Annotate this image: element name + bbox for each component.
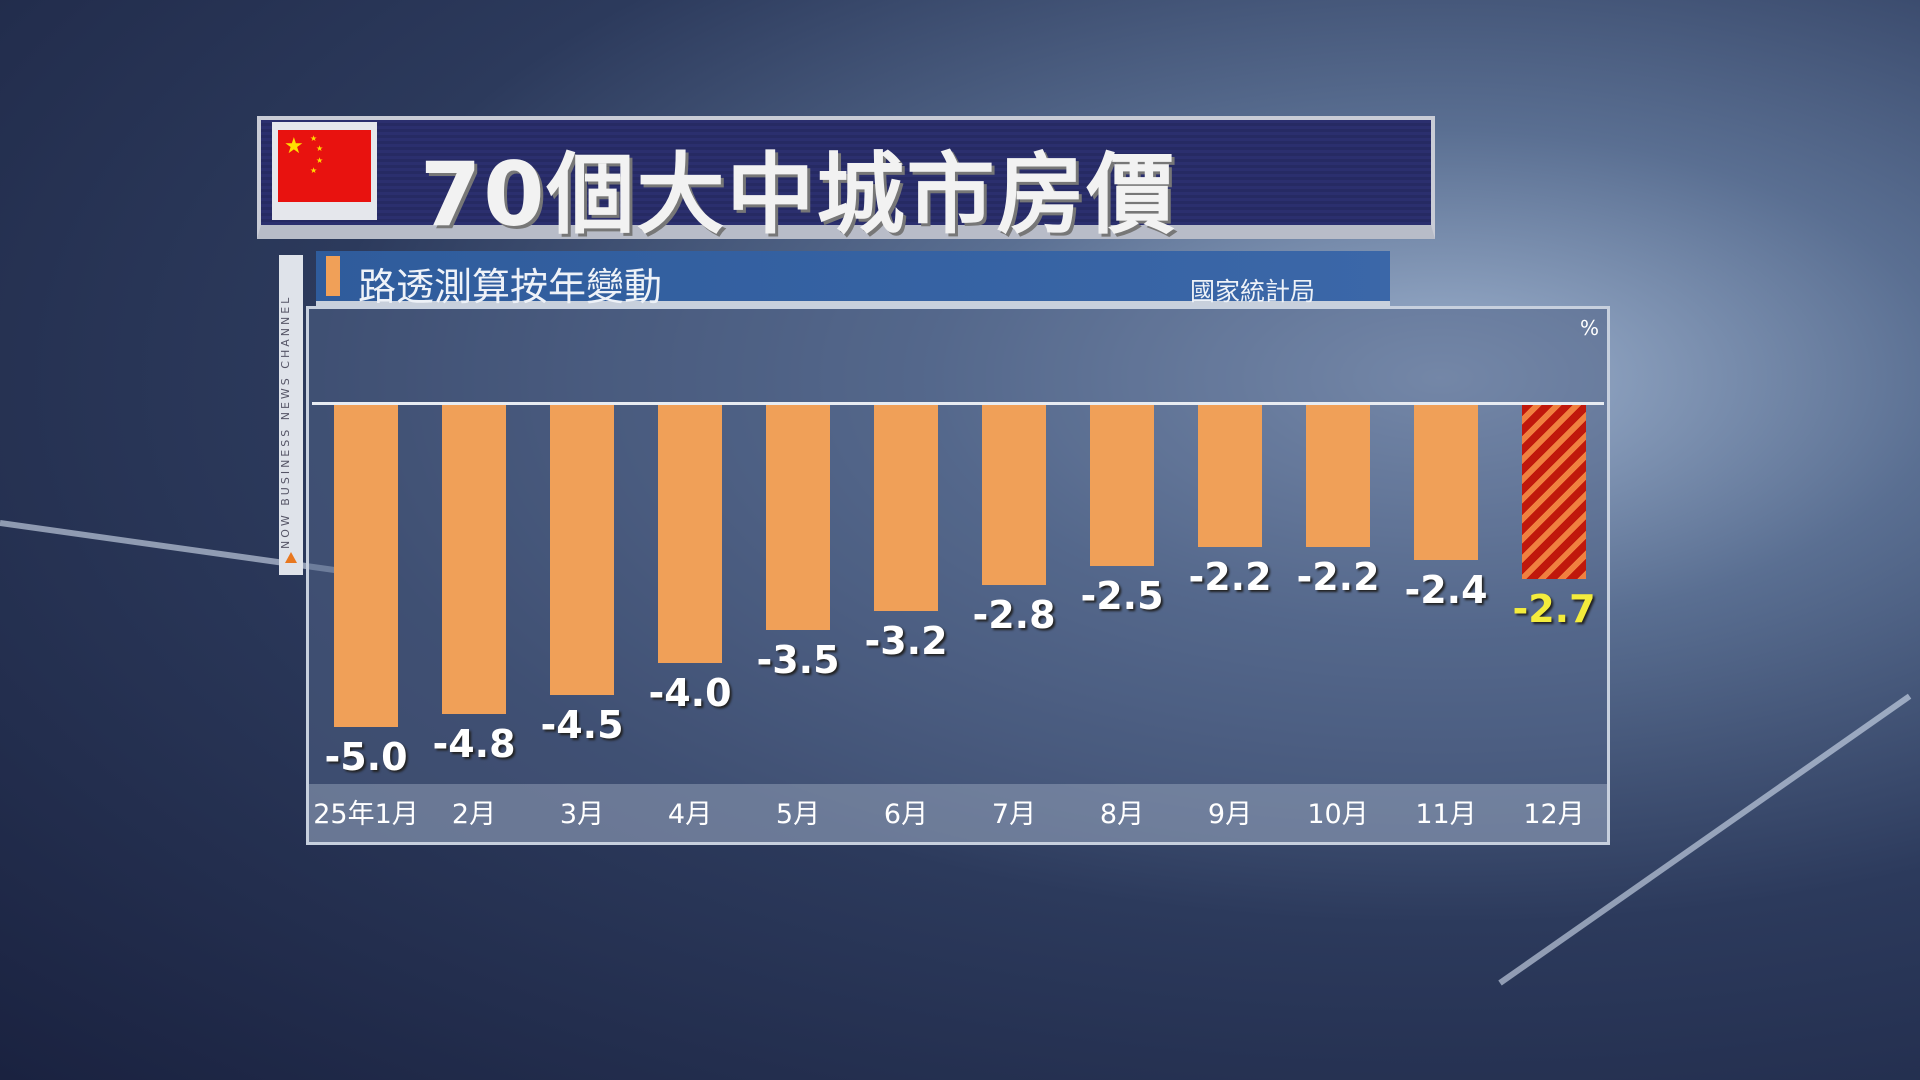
channel-logo-triangle-icon bbox=[285, 552, 297, 563]
value-label: -3.5 bbox=[756, 638, 840, 683]
x-tick-label: 12月 bbox=[1523, 799, 1585, 830]
bar-5 bbox=[874, 405, 938, 612]
bar-7 bbox=[1090, 405, 1154, 566]
x-tick-label: 10月 bbox=[1307, 799, 1369, 830]
channel-label: NOW BUSINESS NEWS CHANNEL bbox=[279, 294, 292, 549]
bar-10 bbox=[1414, 405, 1478, 560]
source-label: 國家統計局 bbox=[1190, 277, 1316, 306]
value-label: -3.2 bbox=[864, 619, 948, 664]
value-label: -5.0 bbox=[324, 735, 408, 779]
x-tick-label: 7月 bbox=[991, 799, 1037, 830]
bar-4 bbox=[766, 405, 830, 631]
value-label: -2.4 bbox=[1404, 567, 1488, 612]
bar-1 bbox=[442, 405, 506, 715]
bar-3 bbox=[658, 405, 722, 663]
bar-0 bbox=[334, 405, 398, 727]
value-label: -4.0 bbox=[648, 670, 732, 715]
x-tick-label: 4月 bbox=[667, 799, 713, 830]
bar-6 bbox=[982, 405, 1046, 586]
subtitle-banner bbox=[316, 251, 1390, 306]
chart-subtitle: 路透測算按年變動 bbox=[358, 265, 663, 309]
x-axis-strip bbox=[309, 784, 1607, 842]
bar-9 bbox=[1306, 405, 1370, 547]
chart-title: 70個大中城市房價 bbox=[420, 143, 1177, 246]
value-label: -2.5 bbox=[1080, 574, 1164, 618]
x-tick-label: 6月 bbox=[883, 799, 929, 830]
value-label: -4.5 bbox=[540, 702, 624, 747]
y-unit-label: % bbox=[1580, 316, 1600, 340]
x-tick-label: 9月 bbox=[1207, 799, 1253, 830]
bar-8 bbox=[1198, 405, 1262, 547]
zero-baseline bbox=[312, 402, 1604, 405]
x-tick-label: 5月 bbox=[775, 799, 821, 830]
subtitle-accent bbox=[326, 256, 340, 296]
x-tick-label: 3月 bbox=[559, 799, 605, 830]
title-banner bbox=[257, 116, 1435, 239]
x-tick-label: 25年1月 bbox=[313, 799, 419, 830]
value-label: -2.2 bbox=[1188, 554, 1272, 599]
value-label: -2.7 bbox=[1512, 586, 1596, 631]
chart-panel bbox=[306, 306, 1610, 845]
x-tick-label: 2月 bbox=[451, 799, 497, 830]
value-label: -2.2 bbox=[1296, 554, 1380, 599]
x-tick-label: 11月 bbox=[1415, 799, 1477, 830]
value-label: -4.8 bbox=[432, 722, 516, 767]
bar-2 bbox=[550, 405, 614, 695]
x-tick-label: 8月 bbox=[1099, 799, 1145, 830]
channel-strip bbox=[279, 255, 303, 575]
bar-11 bbox=[1522, 405, 1586, 579]
value-label: -2.8 bbox=[972, 593, 1056, 638]
china-flag-icon: ★ ★ ★ ★ ★ bbox=[272, 122, 377, 220]
